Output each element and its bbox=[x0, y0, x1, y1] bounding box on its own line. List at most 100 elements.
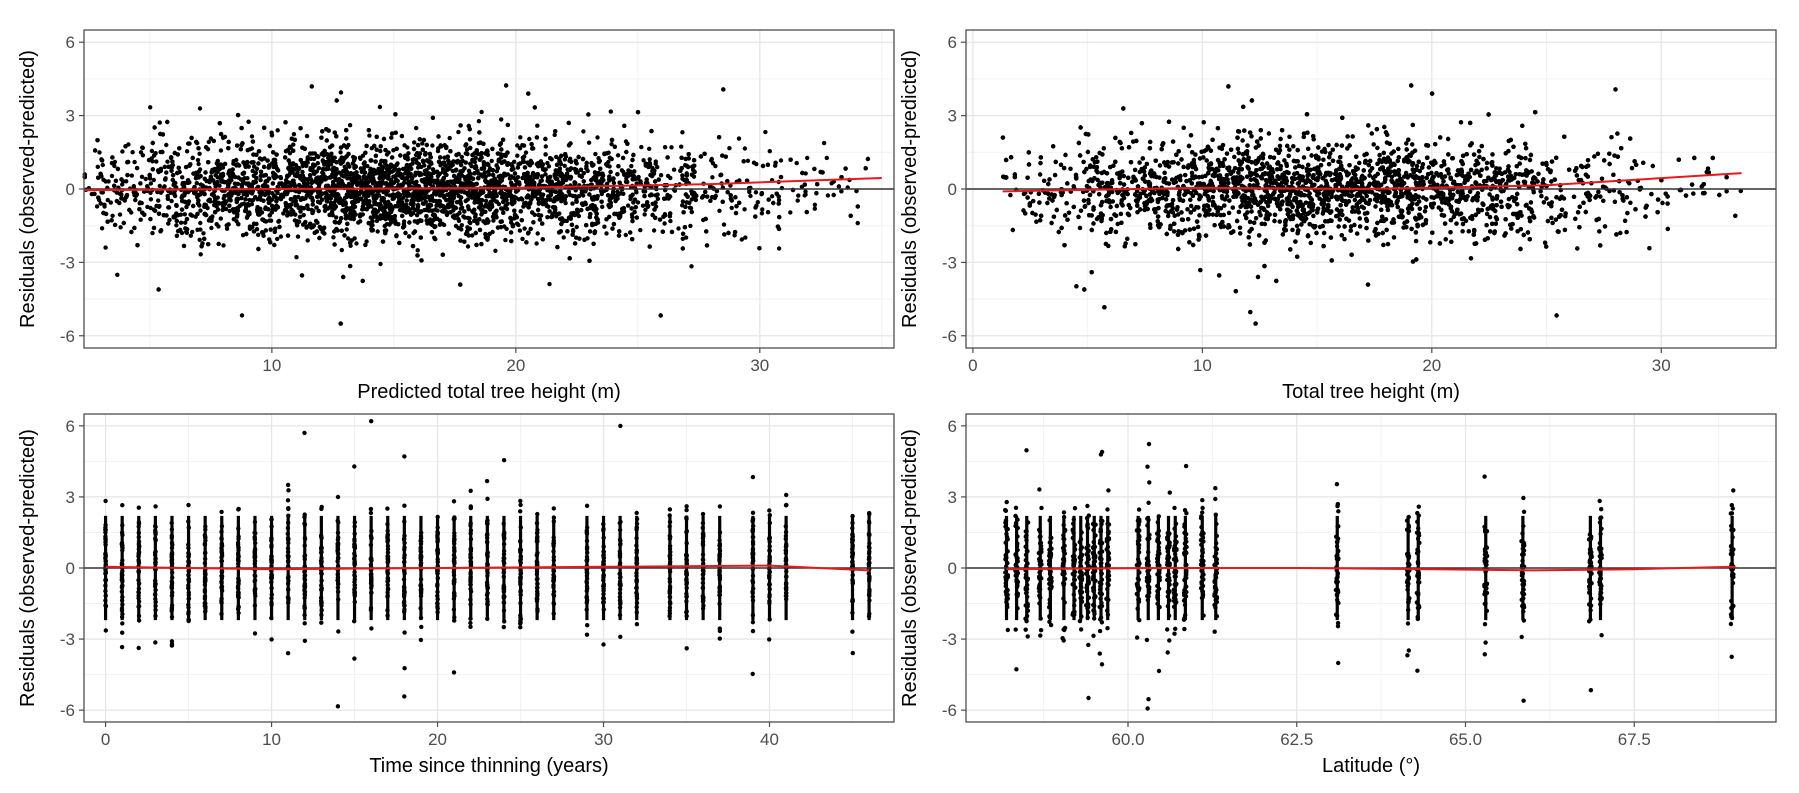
data-point bbox=[138, 217, 143, 222]
data-point bbox=[135, 243, 140, 248]
data-point bbox=[120, 149, 125, 154]
data-point bbox=[476, 171, 481, 176]
data-point bbox=[261, 173, 266, 178]
data-point bbox=[604, 217, 609, 222]
data-point bbox=[653, 204, 659, 209]
data-point bbox=[360, 278, 365, 284]
data-point bbox=[540, 221, 545, 226]
data-point bbox=[635, 110, 641, 115]
data-point bbox=[602, 224, 607, 229]
data-point bbox=[267, 143, 272, 149]
data-point bbox=[363, 176, 368, 181]
data-point bbox=[285, 173, 290, 179]
data-point bbox=[156, 198, 161, 203]
data-point bbox=[570, 201, 575, 206]
data-point bbox=[774, 191, 779, 196]
data-point bbox=[399, 133, 405, 139]
data-point bbox=[647, 157, 652, 162]
data-point bbox=[535, 172, 540, 177]
data-point bbox=[384, 163, 390, 169]
data-point bbox=[415, 142, 421, 148]
data-point bbox=[397, 240, 402, 246]
data-point bbox=[694, 193, 699, 198]
data-point bbox=[268, 227, 273, 232]
data-point bbox=[197, 151, 202, 156]
data-point bbox=[710, 175, 715, 180]
data-point bbox=[351, 215, 356, 220]
data-point bbox=[522, 226, 527, 231]
data-point bbox=[174, 218, 179, 224]
data-point bbox=[97, 150, 102, 155]
data-point bbox=[683, 235, 689, 240]
data-point bbox=[472, 171, 477, 176]
data-point bbox=[669, 229, 675, 235]
data-point bbox=[458, 201, 464, 206]
data-point bbox=[189, 135, 194, 141]
data-point bbox=[763, 129, 768, 135]
data-point bbox=[94, 204, 100, 209]
data-point bbox=[459, 189, 464, 194]
data-point bbox=[169, 198, 174, 204]
data-point bbox=[456, 129, 461, 135]
data-point bbox=[269, 133, 275, 138]
data-point bbox=[417, 137, 422, 142]
data-point bbox=[154, 159, 159, 164]
data-point bbox=[406, 169, 411, 175]
data-point bbox=[208, 136, 214, 141]
data-point bbox=[836, 184, 842, 189]
data-point bbox=[257, 190, 262, 195]
data-point bbox=[334, 98, 339, 103]
data-point bbox=[546, 204, 551, 209]
data-point bbox=[682, 177, 687, 183]
data-point bbox=[424, 142, 429, 148]
data-point bbox=[226, 222, 231, 227]
data-point bbox=[521, 143, 527, 148]
data-point bbox=[576, 213, 581, 219]
data-point bbox=[347, 215, 352, 220]
data-point bbox=[742, 207, 747, 212]
data-point bbox=[505, 122, 510, 128]
data-point bbox=[242, 176, 247, 181]
data-point bbox=[206, 160, 211, 165]
data-point bbox=[680, 231, 686, 236]
data-point bbox=[466, 123, 471, 129]
data-point bbox=[206, 218, 212, 223]
data-point bbox=[292, 166, 297, 172]
data-point bbox=[366, 193, 371, 198]
data-point bbox=[491, 190, 496, 196]
data-point bbox=[415, 253, 420, 258]
data-point bbox=[112, 183, 117, 188]
data-point bbox=[667, 214, 673, 219]
data-point bbox=[113, 178, 119, 183]
data-point bbox=[546, 164, 552, 169]
data-point bbox=[595, 181, 600, 186]
data-point bbox=[496, 174, 501, 179]
data-point bbox=[147, 176, 153, 181]
data-point bbox=[518, 209, 523, 214]
data-point bbox=[441, 193, 446, 198]
data-point bbox=[129, 173, 134, 178]
data-point bbox=[151, 177, 156, 183]
data-point bbox=[117, 212, 123, 217]
data-point bbox=[503, 173, 508, 178]
data-point bbox=[600, 176, 605, 181]
data-point bbox=[638, 227, 643, 233]
data-point bbox=[526, 230, 531, 235]
data-point bbox=[615, 153, 621, 158]
data-point bbox=[366, 220, 371, 226]
data-point bbox=[429, 208, 435, 213]
data-point bbox=[349, 178, 354, 183]
data-point bbox=[216, 241, 221, 247]
data-point bbox=[150, 159, 155, 164]
data-point bbox=[361, 167, 366, 172]
data-point bbox=[436, 189, 441, 194]
data-point bbox=[680, 130, 685, 135]
data-point bbox=[569, 159, 574, 164]
data-point bbox=[513, 195, 518, 200]
data-point bbox=[655, 196, 661, 201]
data-point bbox=[314, 205, 319, 210]
data-point bbox=[537, 217, 543, 222]
data-point bbox=[171, 215, 176, 220]
data-point bbox=[598, 166, 603, 171]
data-point bbox=[338, 159, 344, 164]
